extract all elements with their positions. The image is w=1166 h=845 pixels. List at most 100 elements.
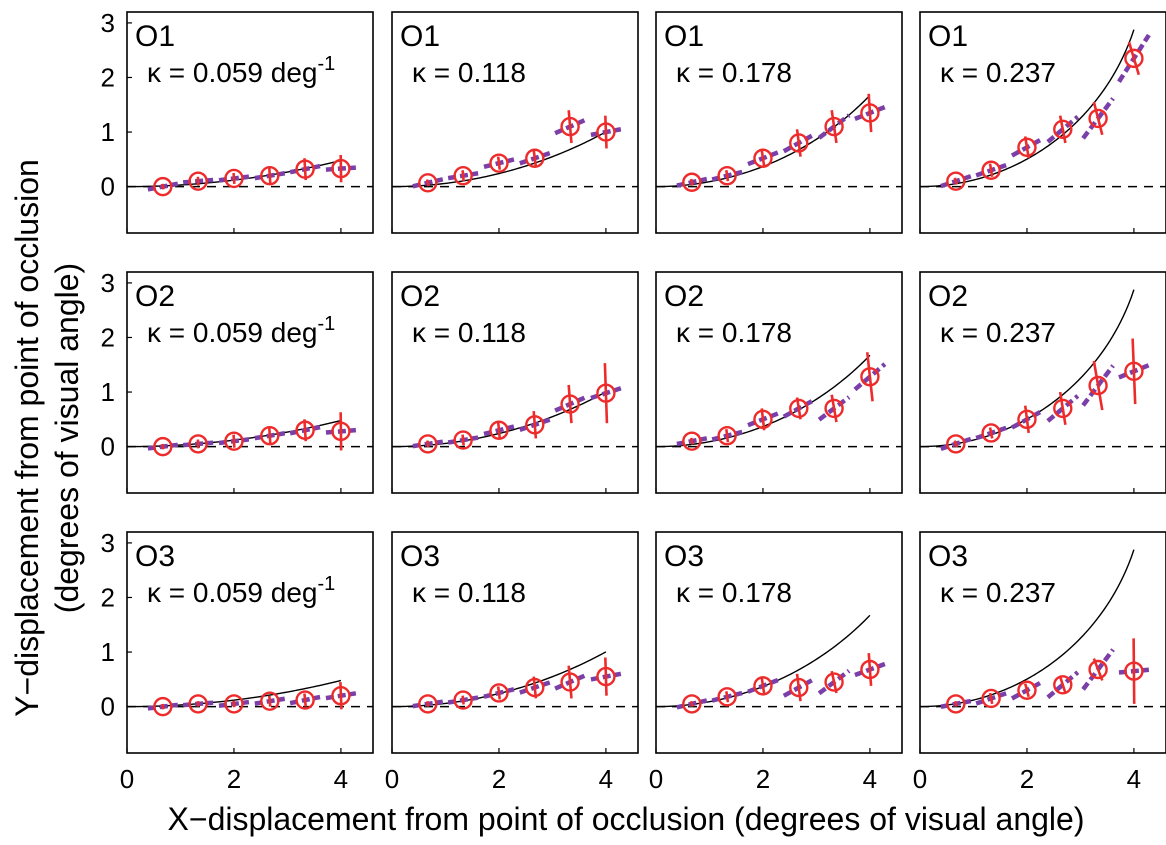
data-point bbox=[789, 133, 809, 153]
y-tick-label: 1 bbox=[101, 377, 115, 407]
data-point bbox=[682, 172, 702, 192]
kappa-label: κ = 0.059 deg-1 bbox=[147, 313, 335, 348]
x-tick-label: 4 bbox=[863, 764, 877, 794]
data-point bbox=[1017, 409, 1037, 430]
data-point bbox=[260, 426, 280, 446]
kappa-label: κ = 0.237 bbox=[940, 577, 1056, 608]
error-bar bbox=[232, 700, 236, 708]
data-point bbox=[295, 159, 315, 179]
panel-o2-1: O2κ = 0.059 deg-1 bbox=[126, 271, 374, 494]
error-bar bbox=[953, 177, 959, 185]
data-point bbox=[418, 434, 438, 454]
error-bar bbox=[725, 170, 730, 182]
data-point bbox=[453, 430, 473, 450]
data-point bbox=[1124, 48, 1144, 69]
panel-frame bbox=[126, 271, 374, 494]
error-bar bbox=[161, 703, 165, 710]
error-bar bbox=[953, 440, 959, 448]
error-bar bbox=[867, 653, 873, 686]
error-bar bbox=[461, 695, 465, 705]
error-bar bbox=[196, 701, 200, 707]
data-point bbox=[753, 409, 773, 430]
panel-frame bbox=[655, 11, 903, 234]
data-point bbox=[153, 176, 173, 197]
kappa-label: κ = 0.118 bbox=[412, 317, 526, 348]
panel-o2-4: O2 κ = 0.237 bbox=[919, 271, 1166, 494]
error-bar bbox=[760, 149, 766, 167]
error-bar bbox=[303, 158, 308, 181]
data-point bbox=[188, 694, 208, 714]
panel-o1-2: O1 κ = 0.118 bbox=[391, 11, 639, 234]
observer-label: O2 bbox=[664, 280, 704, 313]
error-bar bbox=[1092, 101, 1104, 136]
panel-frame bbox=[391, 271, 639, 494]
data-point bbox=[1088, 375, 1108, 396]
x-tick-label: 2 bbox=[756, 764, 770, 794]
data-point bbox=[824, 672, 844, 692]
error-bar bbox=[689, 700, 694, 707]
kappa-label: κ = 0.178 bbox=[676, 57, 792, 88]
data-point bbox=[525, 415, 545, 435]
data-point bbox=[717, 687, 737, 707]
error-bar bbox=[567, 665, 573, 699]
y-tick-label: 2 bbox=[101, 582, 115, 612]
panel-o2-2: O2 κ = 0.118 bbox=[391, 271, 639, 494]
data-point bbox=[789, 677, 809, 698]
observer-label: O3 bbox=[928, 540, 968, 573]
y-tick-label: 3 bbox=[101, 268, 115, 298]
data-point bbox=[489, 420, 509, 440]
data-point bbox=[295, 690, 315, 710]
y-tick-label: 1 bbox=[101, 637, 115, 667]
y-tick-label: 3 bbox=[101, 8, 115, 38]
y-axis-title-line1: Y−displacement from point of occlusion bbox=[9, 159, 45, 717]
kappa-label: κ = 0.118 bbox=[412, 57, 526, 88]
data-point bbox=[946, 694, 966, 714]
kappa-label: κ = 0.118 bbox=[412, 577, 526, 608]
kappa-label: κ = 0.178 bbox=[676, 317, 792, 348]
error-bar bbox=[196, 176, 200, 186]
error-bar bbox=[426, 700, 430, 707]
data-point bbox=[860, 103, 880, 123]
panel-frame bbox=[655, 271, 903, 494]
error-bar bbox=[725, 691, 730, 703]
observer-label: O1 bbox=[135, 20, 175, 53]
panel-o3-2: O3 κ = 0.118 bbox=[391, 531, 639, 754]
error-bar bbox=[461, 170, 465, 182]
error-bar bbox=[567, 384, 573, 424]
panel-o3-1: O3κ = 0.059 deg-1 bbox=[126, 531, 374, 754]
error-bar bbox=[604, 115, 608, 149]
data-point bbox=[525, 677, 545, 698]
data-point bbox=[789, 398, 809, 419]
data-point bbox=[1053, 119, 1073, 140]
data-point bbox=[224, 168, 244, 189]
data-point bbox=[981, 423, 1001, 443]
panel-o1-1: O1κ = 0.059 deg-1 bbox=[126, 11, 374, 234]
observer-label: O1 bbox=[400, 20, 440, 53]
data-point bbox=[153, 436, 173, 457]
data-point bbox=[418, 173, 438, 193]
observer-label: O2 bbox=[135, 280, 175, 313]
panel-o3-3: O3 κ = 0.178 bbox=[655, 531, 903, 754]
data-point bbox=[224, 694, 244, 714]
data-point bbox=[560, 672, 580, 692]
error-bar bbox=[1058, 391, 1067, 425]
observer-label: O3 bbox=[400, 540, 440, 573]
error-bar bbox=[196, 439, 200, 449]
error-bar bbox=[267, 427, 272, 444]
panel-o1-4: O1 κ = 0.237 bbox=[919, 11, 1166, 234]
data-point bbox=[717, 426, 737, 446]
data-point bbox=[525, 148, 545, 168]
observer-label: O3 bbox=[664, 540, 704, 573]
error-bar bbox=[867, 93, 873, 133]
x-axis-title: X−displacement from point of occlusion (… bbox=[168, 801, 1085, 837]
x-tick-label: 2 bbox=[492, 764, 506, 794]
x-tick-label: 0 bbox=[385, 764, 399, 794]
x-tick-label: 4 bbox=[1127, 764, 1141, 794]
error-bar bbox=[532, 149, 538, 167]
data-point bbox=[260, 166, 280, 186]
data-point bbox=[188, 434, 208, 454]
error-bar bbox=[461, 434, 465, 446]
data-point bbox=[295, 420, 315, 440]
